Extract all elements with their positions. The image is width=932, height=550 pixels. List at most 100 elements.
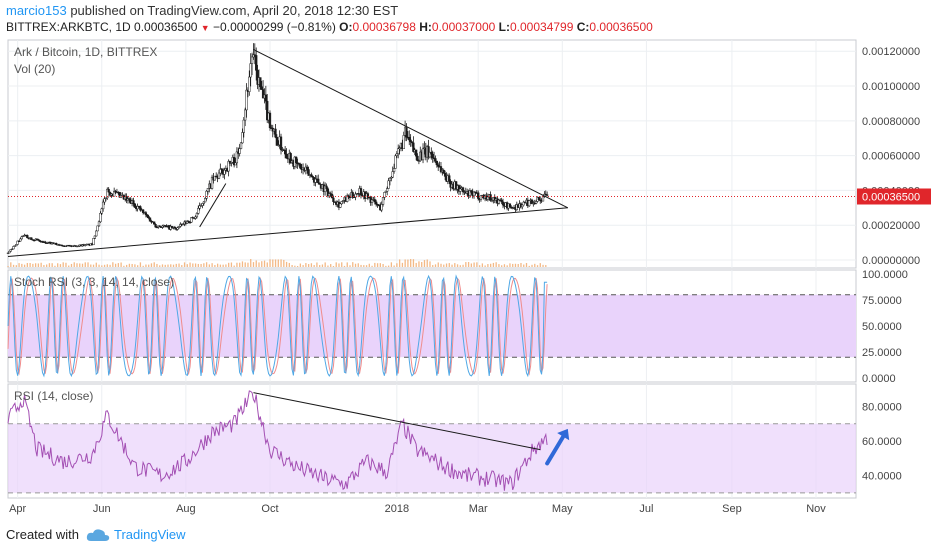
x-tick-label: Oct xyxy=(261,503,278,515)
candle-body xyxy=(132,200,135,205)
volume-bar xyxy=(62,262,64,267)
volume-bar xyxy=(528,265,530,267)
volume-bar xyxy=(421,262,423,267)
volume-bar xyxy=(134,264,136,267)
volume-bar xyxy=(225,264,227,267)
candle-body xyxy=(326,188,330,197)
last-price: 0.00036500 xyxy=(134,20,198,34)
price-axis-label: 0.00120000 xyxy=(862,46,920,58)
volume-bar xyxy=(302,265,304,267)
volume-bar xyxy=(376,263,379,267)
candle-body xyxy=(392,168,396,172)
candle-body xyxy=(472,191,476,197)
candle-body xyxy=(307,169,310,176)
candle-body xyxy=(227,161,230,172)
volume-bar xyxy=(445,263,448,267)
candle-body xyxy=(106,188,109,199)
candle-body xyxy=(397,148,400,155)
volume-bar xyxy=(525,262,528,267)
candle-body xyxy=(223,169,226,175)
volume-bar xyxy=(310,263,313,267)
volume-bar xyxy=(131,263,133,267)
candle-body xyxy=(44,241,47,244)
candle-body xyxy=(15,244,18,247)
open-value: 0.00036798 xyxy=(352,20,416,34)
breakout-arrow-shaft[interactable] xyxy=(545,434,566,466)
price-trendline[interactable] xyxy=(199,183,227,228)
candle-body xyxy=(206,188,210,192)
volume-bar xyxy=(313,265,315,267)
volume-bar xyxy=(412,259,415,267)
volume-bar xyxy=(161,264,164,267)
volume-bar xyxy=(244,262,246,267)
price-trendline[interactable] xyxy=(253,49,569,209)
candle-body xyxy=(541,196,545,202)
volume-bar xyxy=(321,264,324,267)
candle-body xyxy=(354,193,357,198)
volume-bar xyxy=(197,263,199,267)
candle-body xyxy=(261,89,265,99)
price-trendline[interactable] xyxy=(7,207,568,258)
rsi-trendline[interactable] xyxy=(253,392,541,451)
candle-body xyxy=(230,162,233,164)
low-label: L: xyxy=(498,20,510,34)
volume-bar xyxy=(512,263,514,267)
volume-bar xyxy=(92,264,95,267)
candle-body xyxy=(238,148,241,154)
candle-body xyxy=(474,191,477,194)
candle-body xyxy=(16,240,19,245)
volume-bar xyxy=(487,264,489,267)
volume-bar xyxy=(426,259,428,267)
volume-bar xyxy=(159,265,161,267)
rsi-line xyxy=(7,390,548,491)
candle-body xyxy=(428,151,432,158)
candle-body xyxy=(217,172,221,179)
candle-body xyxy=(155,226,159,229)
candle-body xyxy=(268,112,272,129)
high-value: 0.00037000 xyxy=(431,20,496,34)
breakout-arrow-icon[interactable] xyxy=(557,428,570,441)
candle-body xyxy=(20,236,23,240)
candle-body xyxy=(325,185,328,190)
candle-body xyxy=(314,178,317,183)
volume-bar xyxy=(128,263,131,267)
chart-canvas[interactable]: Apr Jun Aug Oct 2018 Mar May Jul Sep Nov 0.0000000… xyxy=(0,36,932,520)
candle-body xyxy=(391,171,394,178)
candle-body xyxy=(232,157,236,166)
volume-bar xyxy=(219,264,222,267)
volume-bar xyxy=(514,263,517,267)
volume-bar xyxy=(357,263,359,267)
stoch-axis-label: 25.0000 xyxy=(862,347,902,359)
candle-body xyxy=(194,216,197,219)
volume-bar xyxy=(84,262,86,267)
volume-bar xyxy=(114,263,117,267)
candle-body xyxy=(511,207,514,210)
candle-body xyxy=(96,225,99,232)
candle-body xyxy=(22,235,25,237)
volume-bar xyxy=(189,262,191,267)
volume-bar xyxy=(148,264,150,267)
volume-bar xyxy=(285,261,288,267)
candle-body xyxy=(318,182,321,185)
volume-bar xyxy=(363,265,365,267)
tradingview-brand[interactable]: TradingView xyxy=(86,527,186,542)
candle-body xyxy=(242,119,245,133)
candle-body xyxy=(346,195,349,202)
candle-body xyxy=(103,198,106,203)
volume-bar xyxy=(59,264,62,267)
candle-body xyxy=(295,156,298,164)
volume-bar xyxy=(418,261,420,267)
candle-body xyxy=(299,164,302,169)
candle-body xyxy=(139,206,142,211)
volume-bar xyxy=(437,262,439,267)
down-arrow-icon: ▼ xyxy=(200,23,210,33)
volume-bar xyxy=(46,264,48,267)
author-link[interactable]: marcio153 xyxy=(6,3,67,18)
candle-body xyxy=(210,176,214,189)
candle-body xyxy=(375,201,378,205)
candle-body xyxy=(405,127,408,138)
volume-bar xyxy=(429,261,431,267)
volume-bar xyxy=(255,260,257,267)
volume-bar xyxy=(214,264,216,267)
candle-body xyxy=(95,230,98,237)
